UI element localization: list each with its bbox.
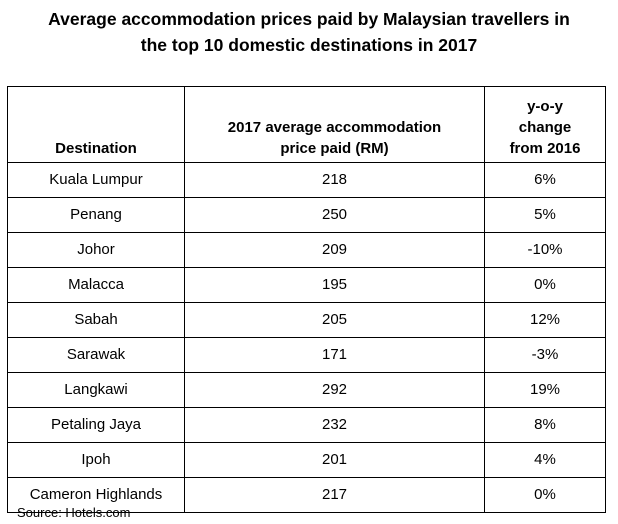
header-change-line-2: change [518,119,572,136]
header-change: y-o-y change from 2016 [484,86,606,163]
cell-price: 292 [184,372,485,408]
cell-destination: Sabah [7,302,185,338]
cell-change: 19% [484,372,606,408]
table-body: Kuala Lumpur 218 6% Penang 250 5% Johor 209 -10%… [7,162,606,513]
chart-title: Average accommodation prices paid by Mal… [0,6,618,58]
cell-destination: Langkawi [7,372,185,408]
cell-price: 201 [184,442,485,478]
table-row: Ipoh 201 4% [7,442,606,478]
header-destination: Destination [7,86,185,163]
header-price-line-1: 2017 average accommodation [227,119,442,136]
table-row: Langkawi 292 19% [7,372,606,408]
header-change-line-3: from 2016 [509,140,581,157]
cell-price: 209 [184,232,485,268]
source-note: Source: Hotels.com [17,505,131,520]
cell-price: 171 [184,337,485,373]
table-row: Cameron Highlands 217 0% [7,477,606,513]
cell-price: 250 [184,197,485,233]
cell-price: 232 [184,407,485,443]
cell-price: 205 [184,302,485,338]
cell-change: 4% [484,442,606,478]
cell-change: 5% [484,197,606,233]
cell-destination: Penang [7,197,185,233]
cell-change: 6% [484,162,606,198]
cell-destination: Malacca [7,267,185,303]
table-row: Sarawak 171 -3% [7,337,606,373]
cell-change: 8% [484,407,606,443]
cell-change: -10% [484,232,606,268]
table-row: Petaling Jaya 232 8% [7,407,606,443]
header-change-line-1: y-o-y [527,98,563,115]
cell-change: 0% [484,477,606,513]
header-row: Destination 2017 average accommodation p… [7,86,606,163]
table-row: Sabah 205 12% [7,302,606,338]
price-table: Destination 2017 average accommodation p… [7,86,606,513]
cell-destination: Kuala Lumpur [7,162,185,198]
cell-destination: Johor [7,232,185,268]
cell-price: 195 [184,267,485,303]
cell-price: 218 [184,162,485,198]
cell-change: 12% [484,302,606,338]
cell-price: 217 [184,477,485,513]
table-row: Penang 250 5% [7,197,606,233]
cell-destination: Ipoh [7,442,185,478]
cell-change: 0% [484,267,606,303]
chart-title-line-1: Average accommodation prices paid by Mal… [48,9,570,29]
table-row: Kuala Lumpur 218 6% [7,162,606,198]
table-row: Johor 209 -10% [7,232,606,268]
header-destination-line-1: Destination [55,140,137,157]
cell-destination: Sarawak [7,337,185,373]
cell-destination: Cameron Highlands [7,477,185,513]
cell-destination: Petaling Jaya [7,407,185,443]
table-row: Malacca 195 0% [7,267,606,303]
header-price-line-2: price paid (RM) [280,140,389,157]
header-price: 2017 average accommodation price paid (R… [184,86,485,163]
chart-title-line-2: the top 10 domestic destinations in 2017 [140,35,478,55]
cell-change: -3% [484,337,606,373]
